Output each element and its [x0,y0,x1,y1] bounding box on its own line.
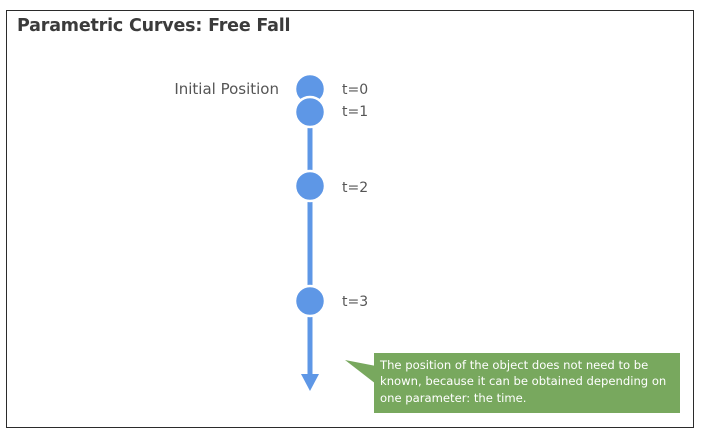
callout-box [374,353,680,413]
time-label-t0: t=0 [342,82,368,98]
ball-t2 [293,169,327,203]
time-label-t2: t=2 [342,180,368,196]
callout-text: The position of the object does not need… [380,358,667,405]
diagram-frame [6,10,694,428]
initial-position-label: Initial Position [174,80,279,98]
diagram-title: Parametric Curves: Free Fall [17,16,291,36]
ball-t3 [293,284,327,318]
time-label-t1: t=1 [342,104,368,120]
callout-pointer [345,360,376,384]
time-label-t3: t=3 [342,294,368,310]
ball-t1 [293,95,327,129]
trajectory-arrowhead [301,374,319,391]
